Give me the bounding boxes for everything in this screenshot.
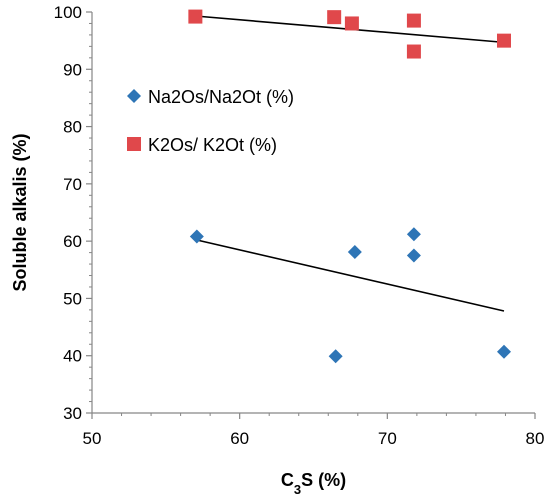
y-tick-label: 40 [63, 347, 82, 366]
y-tick-label: 50 [63, 289, 82, 308]
diamond-marker [347, 245, 362, 260]
y-axis-label: Soluble alkalis (%) [10, 133, 30, 291]
legend-label: K2Os/ K2Ot (%) [148, 135, 277, 155]
square-marker [344, 16, 359, 31]
y-tick-label: 70 [63, 175, 82, 194]
legend-diamond-icon [127, 89, 141, 103]
x-tick-label: 60 [230, 429, 249, 448]
axes: 30 40 50 60 70 80 90 100 50 60 70 80 [54, 3, 545, 448]
diamond-marker [189, 229, 204, 244]
legend-label: Na2Os/Na2Ot (%) [148, 87, 294, 107]
axis-labels: C3S (%) Soluble alkalis (%) [10, 133, 346, 496]
square-marker [496, 33, 511, 48]
x-axis-label-rest: S (%) [301, 470, 346, 490]
square-marker [327, 10, 342, 25]
x-axis-label-main: C [281, 470, 294, 490]
x-axis-label-subscript: 3 [294, 482, 301, 496]
diamond-marker [328, 349, 343, 364]
diamond-marker [406, 227, 421, 242]
y-tick-label: 30 [63, 404, 82, 423]
y-tick-label: 90 [63, 60, 82, 79]
trendline-series-0 [196, 239, 505, 312]
legend: Na2Os/Na2Ot (%) K2Os/ K2Ot (%) [127, 87, 294, 155]
square-marker [406, 13, 421, 28]
x-tick-label: 80 [526, 429, 545, 448]
square-marker [188, 9, 203, 24]
trendlines [195, 15, 505, 312]
x-tick-label: 70 [378, 429, 397, 448]
x-axis-label: C3S (%) [281, 470, 346, 496]
legend-square-icon [127, 137, 141, 151]
y-tick-label: 60 [63, 232, 82, 251]
square-marker [406, 44, 421, 59]
x-tick-label: 50 [83, 429, 102, 448]
y-tick-label: 100 [54, 3, 82, 22]
markers [188, 9, 511, 364]
diamond-marker [406, 248, 421, 263]
diamond-marker [496, 344, 511, 359]
y-tick-label: 80 [63, 118, 82, 137]
